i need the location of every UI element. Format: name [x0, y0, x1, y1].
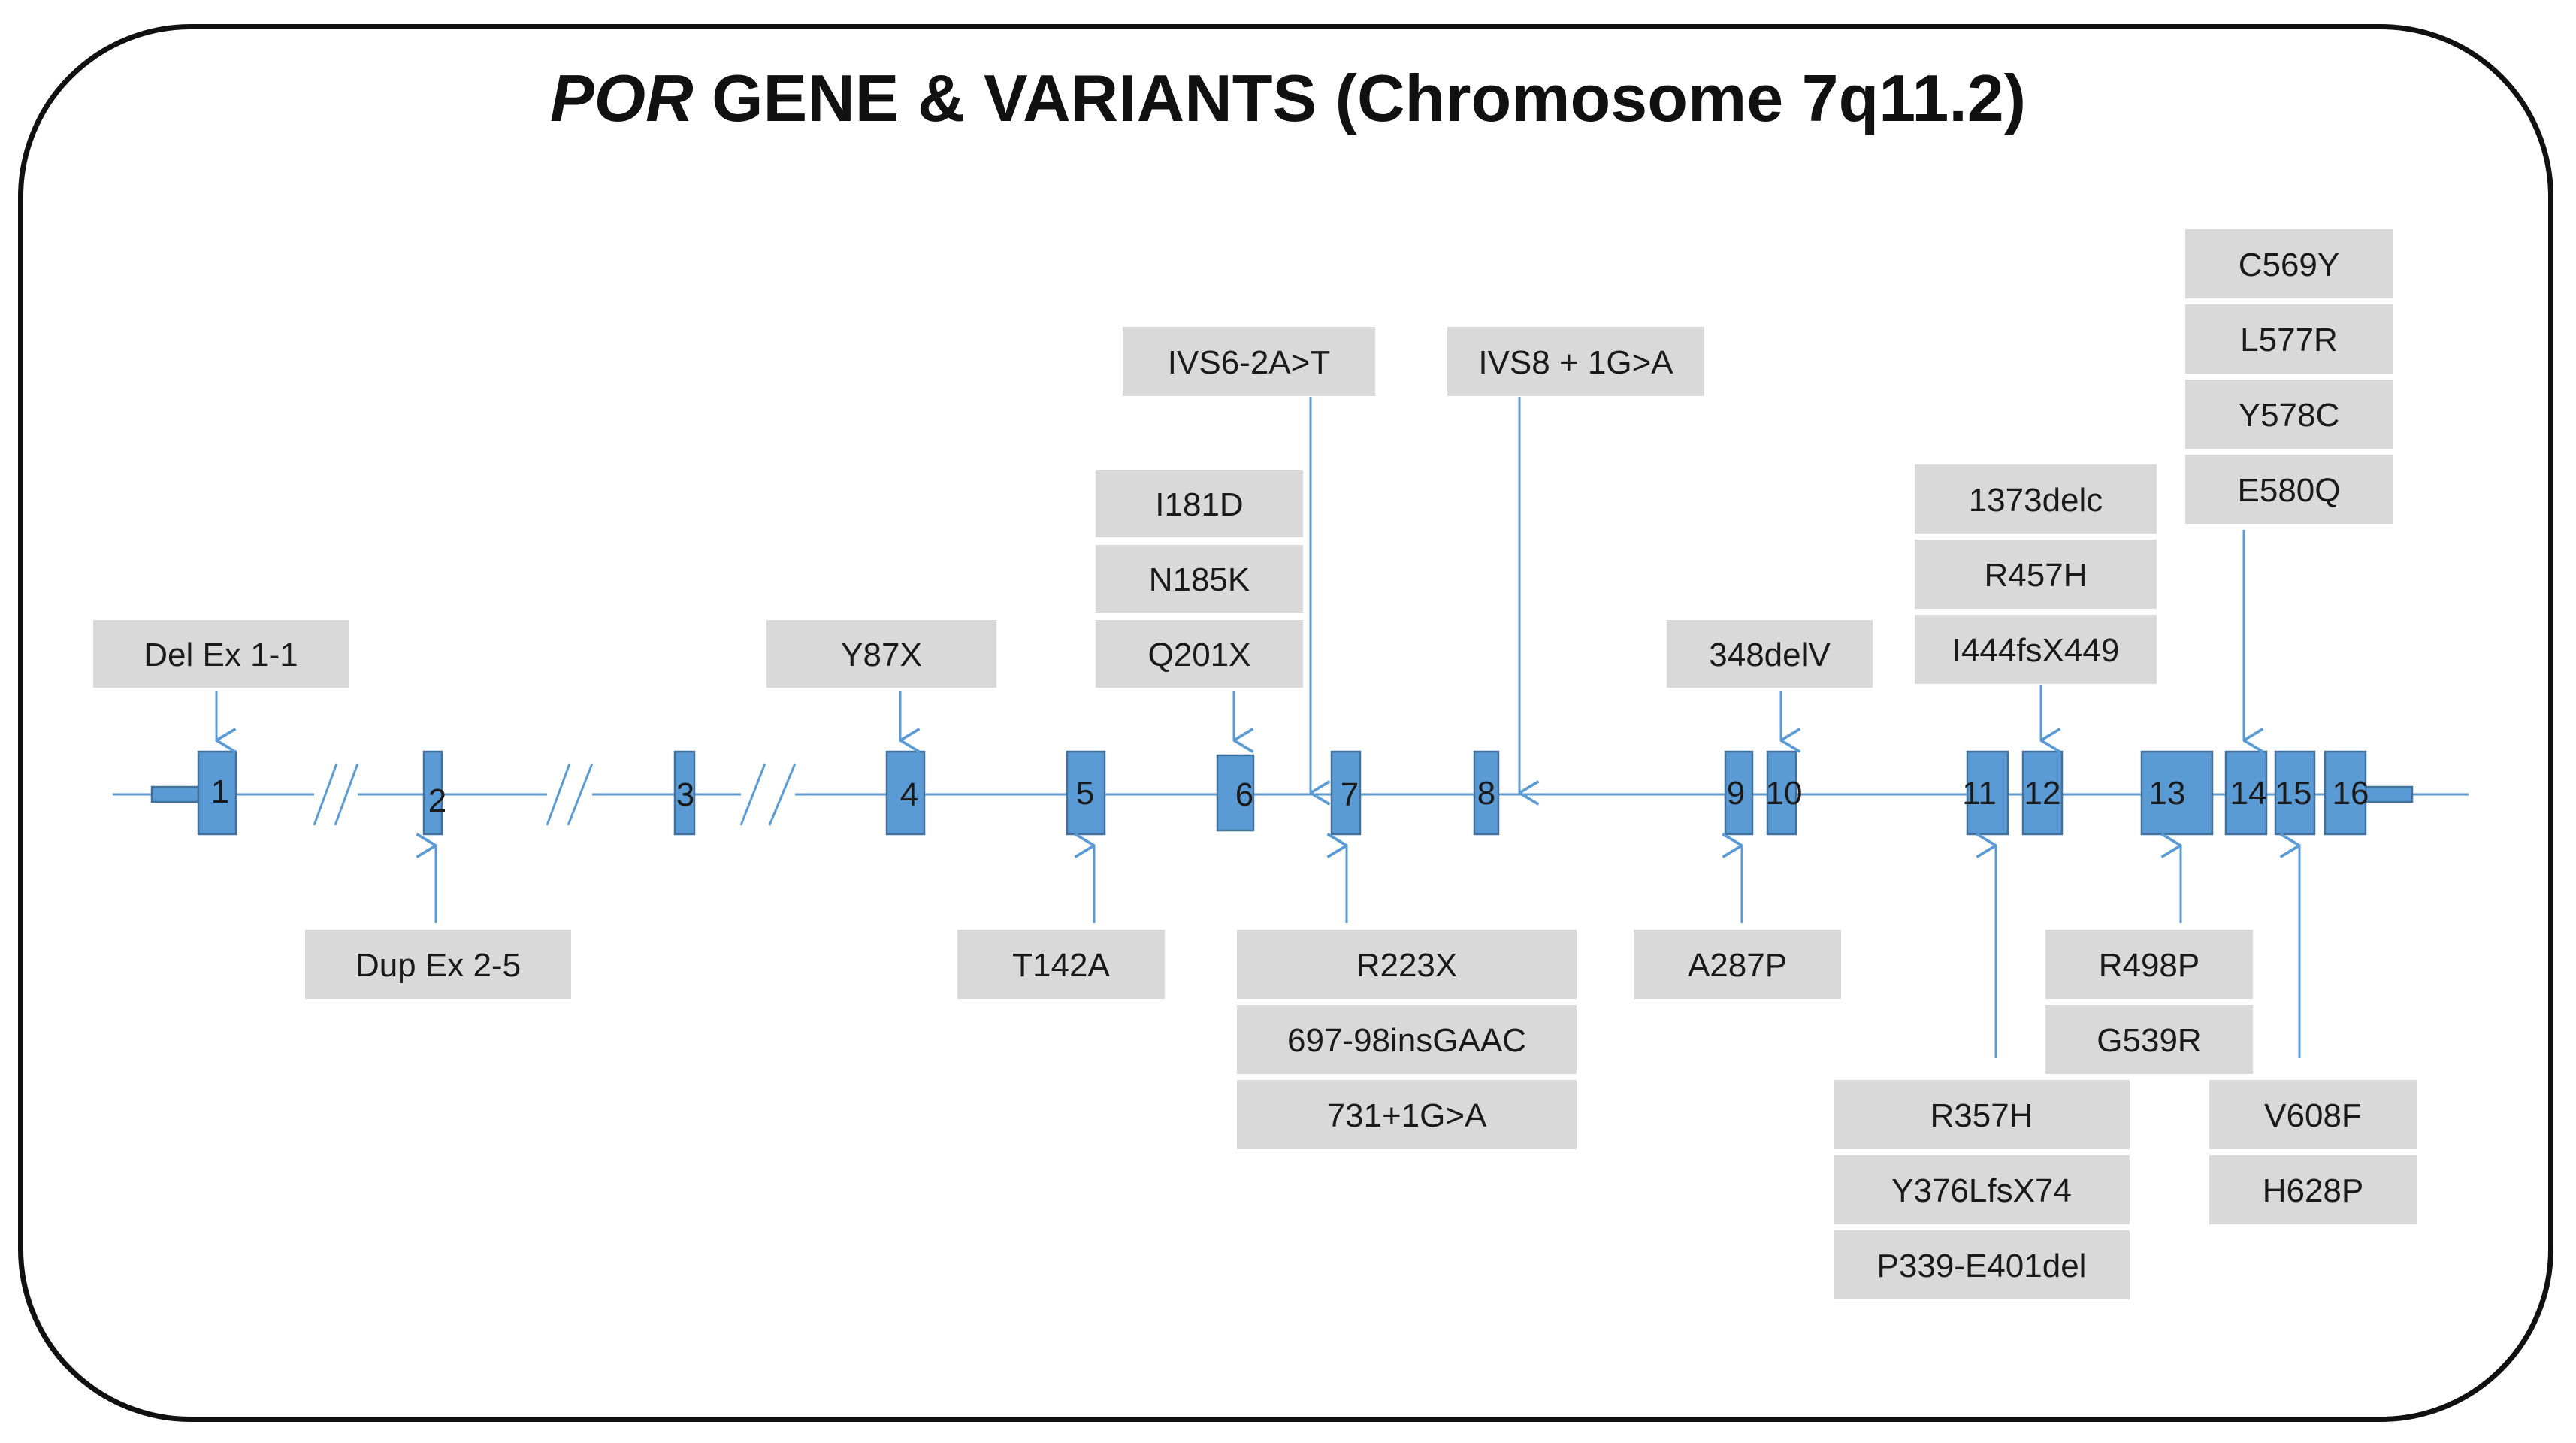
exon-16: 16 — [2324, 750, 2369, 836]
svg-text:Y87X: Y87X — [841, 637, 922, 673]
svg-text:C569Y: C569Y — [2239, 247, 2340, 283]
variant-label: 731+1G>A — [1237, 1080, 1577, 1149]
exon-9: 9 — [1724, 750, 1754, 836]
variant-label: 697-98insGAAC — [1237, 1005, 1577, 1074]
break-mark — [313, 759, 359, 830]
exon-13: 13 — [2140, 750, 2214, 836]
exon-11: 11 — [1962, 750, 2009, 836]
svg-text:R223X: R223X — [1356, 947, 1458, 984]
variant-label: 348delV — [1667, 620, 1873, 688]
variant-label: E580Q — [2185, 455, 2393, 524]
exon-14-label: 14 — [2230, 775, 2267, 812]
svg-text:A287P: A287P — [1688, 947, 1787, 984]
variant-label: P339-E401del — [1834, 1230, 2130, 1299]
exon-14: 14 — [2224, 750, 2268, 836]
break-mark — [546, 759, 594, 830]
exon-11-label: 11 — [1962, 775, 1997, 812]
exon-12: 12 — [2021, 750, 2064, 836]
exon-5: 5 — [1066, 750, 1106, 836]
variant-label: Del Ex 1-1 — [93, 620, 349, 688]
svg-text:Dup Ex 2-5: Dup Ex 2-5 — [355, 947, 521, 984]
exon-3: 3 — [673, 750, 696, 836]
rounded-frame — [18, 24, 2553, 1422]
break-mark — [739, 759, 797, 830]
utr-right — [2364, 785, 2414, 803]
exon-15: 15 — [2274, 750, 2316, 836]
utr-left — [150, 785, 200, 803]
exon-10: 10 — [1766, 750, 1803, 836]
variant-label: T142A — [957, 930, 1165, 999]
svg-text:T142A: T142A — [1012, 947, 1110, 984]
variant-label: R457H — [1915, 540, 2157, 609]
exon-6: 6 — [1216, 754, 1255, 832]
variant-label: 1373delc — [1915, 464, 2157, 534]
variant-label: G539R — [2045, 1005, 2253, 1074]
variant-label: H628P — [2209, 1155, 2417, 1224]
variant-label: Y376LfsX74 — [1834, 1155, 2130, 1224]
variant-label: V608F — [2209, 1080, 2417, 1149]
svg-text:G539R: G539R — [2097, 1022, 2201, 1059]
svg-text:Del Ex 1-1: Del Ex 1-1 — [144, 637, 298, 673]
svg-text:P339-E401del: P339-E401del — [1877, 1248, 2087, 1284]
exon-4-label: 4 — [900, 776, 918, 813]
svg-text:R498P: R498P — [2099, 947, 2200, 984]
variant-label: IVS6-2A>T — [1123, 327, 1375, 396]
exon-8-label: 8 — [1477, 775, 1495, 812]
svg-text:V608F: V608F — [2264, 1097, 2362, 1134]
variant-label: L577R — [2185, 304, 2393, 374]
svg-text:N185K: N185K — [1149, 561, 1250, 598]
exon-1-label: 1 — [211, 773, 229, 810]
variant-label: C569Y — [2185, 229, 2393, 298]
svg-text:Y376LfsX74: Y376LfsX74 — [1891, 1172, 2072, 1209]
svg-text:IVS6-2A>T: IVS6-2A>T — [1168, 344, 1330, 381]
exon-10-label: 10 — [1766, 775, 1803, 812]
variant-label: Q201X — [1096, 620, 1303, 688]
exon-1: 1 — [197, 750, 237, 836]
variant-label: Y87X — [766, 620, 996, 688]
svg-text:I444fsX449: I444fsX449 — [1952, 632, 2120, 669]
exon-8: 8 — [1473, 750, 1500, 836]
svg-text:E580Q: E580Q — [2238, 472, 2341, 509]
exon-2: 2 — [422, 750, 446, 836]
exon-7-label: 7 — [1341, 776, 1359, 813]
svg-text:1373delc: 1373delc — [1969, 482, 2103, 519]
exon-6-label: 6 — [1235, 776, 1253, 813]
variant-label: IVS8 + 1G>A — [1447, 327, 1704, 396]
title-rest: GENE & VARIANTS (Chromosome 7q11.2) — [693, 61, 2027, 135]
variant-label: I181D — [1096, 470, 1303, 537]
exon-2-label: 2 — [428, 782, 446, 819]
svg-text:348delV: 348delV — [1709, 637, 1831, 673]
variant-label: R223X — [1237, 930, 1577, 999]
variant-label: A287P — [1634, 930, 1841, 999]
svg-text:Y578C: Y578C — [2239, 397, 2340, 434]
svg-text:731+1G>A: 731+1G>A — [1327, 1097, 1487, 1134]
page-title: POR GENE & VARIANTS (Chromosome 7q11.2) — [0, 60, 2576, 137]
variant-label: N185K — [1096, 545, 1303, 613]
exon-7: 7 — [1330, 750, 1362, 836]
exon-15-label: 15 — [2275, 775, 2312, 812]
exon-9-label: 9 — [1727, 775, 1745, 812]
variant-label: Y578C — [2185, 380, 2393, 449]
svg-text:R457H: R457H — [1985, 557, 2088, 594]
svg-text:L577R: L577R — [2240, 322, 2338, 358]
exon-12-label: 12 — [2024, 775, 2061, 812]
svg-text:R357H: R357H — [1930, 1097, 2033, 1134]
svg-text:H628P: H628P — [2263, 1172, 2364, 1209]
variant-label: R357H — [1834, 1080, 2130, 1149]
variant-label: I444fsX449 — [1915, 615, 2157, 684]
title-gene-name: POR — [549, 61, 694, 135]
exon-3-label: 3 — [676, 776, 694, 813]
exon-5-label: 5 — [1076, 775, 1094, 812]
svg-text:697-98insGAAC: 697-98insGAAC — [1287, 1022, 1526, 1059]
svg-text:IVS8 + 1G>A: IVS8 + 1G>A — [1478, 344, 1673, 381]
exon-4: 4 — [885, 750, 926, 836]
variant-label: Dup Ex 2-5 — [305, 930, 571, 999]
svg-text:I181D: I181D — [1155, 486, 1243, 523]
exon-13-label: 13 — [2149, 775, 2186, 812]
exon-16-label: 16 — [2333, 775, 2369, 812]
variant-label: R498P — [2045, 930, 2253, 999]
svg-text:Q201X: Q201X — [1148, 637, 1251, 673]
